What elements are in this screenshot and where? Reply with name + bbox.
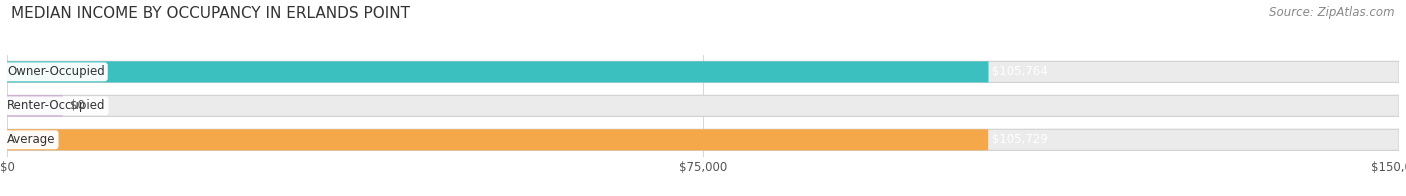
Text: $105,764: $105,764 bbox=[988, 65, 1049, 78]
Text: Average: Average bbox=[7, 133, 55, 146]
Text: Owner-Occupied: Owner-Occupied bbox=[7, 65, 105, 78]
FancyBboxPatch shape bbox=[7, 95, 63, 116]
FancyBboxPatch shape bbox=[7, 95, 1399, 116]
FancyBboxPatch shape bbox=[7, 61, 988, 82]
FancyBboxPatch shape bbox=[7, 129, 988, 150]
Text: Source: ZipAtlas.com: Source: ZipAtlas.com bbox=[1270, 6, 1395, 19]
FancyBboxPatch shape bbox=[7, 61, 1399, 82]
Text: $0: $0 bbox=[70, 99, 84, 112]
Text: Renter-Occupied: Renter-Occupied bbox=[7, 99, 105, 112]
Text: $105,729: $105,729 bbox=[988, 133, 1047, 146]
FancyBboxPatch shape bbox=[7, 129, 1399, 150]
Text: MEDIAN INCOME BY OCCUPANCY IN ERLANDS POINT: MEDIAN INCOME BY OCCUPANCY IN ERLANDS PO… bbox=[11, 6, 411, 21]
